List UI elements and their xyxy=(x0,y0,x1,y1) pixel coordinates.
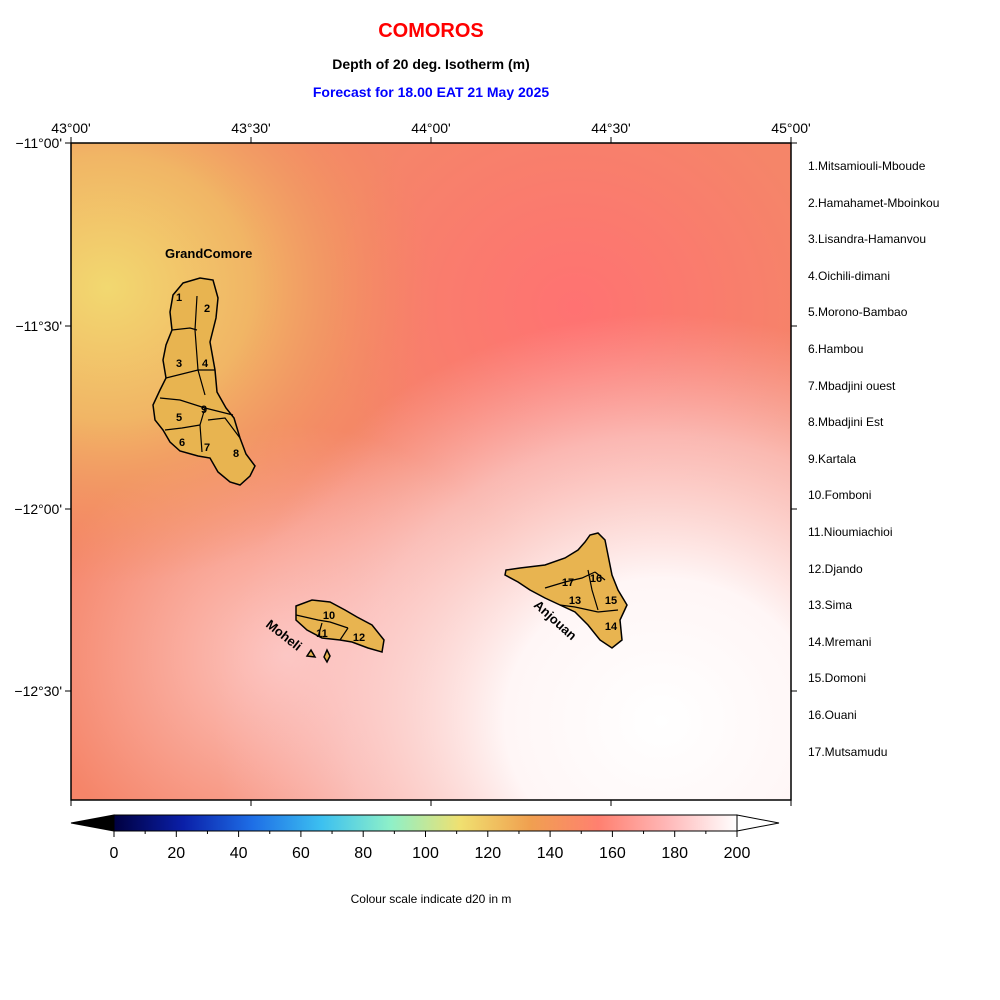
colorbar: 0 20 40 60 80 100 120 140 160 180 200 xyxy=(70,814,780,862)
district-number-15: 15 xyxy=(605,595,617,607)
colorbar-tick-label: 120 xyxy=(474,845,501,862)
district-number-8: 8 xyxy=(233,448,239,460)
legend-item: 16.Ouani xyxy=(808,707,857,722)
forecast-line: Forecast for 18.00 EAT 21 May 2025 xyxy=(312,84,550,100)
island-label-grande-comore: GrandComore xyxy=(165,246,252,261)
legend-item: 10.Fomboni xyxy=(808,488,872,503)
district-number-4: 4 xyxy=(202,358,209,370)
colorbar-tick-label: 160 xyxy=(599,845,626,862)
lon-label-44-00: 44°00' xyxy=(411,120,450,136)
colorbar-tick-label: 0 xyxy=(110,845,119,862)
latitude-axis xyxy=(65,142,797,692)
legend-item: 14.Mremani xyxy=(808,634,872,649)
legend-item: 8.Mbadjini Est xyxy=(808,415,884,430)
legend-item: 12.Djando xyxy=(808,561,863,576)
colorbar-tick-label: 180 xyxy=(661,845,688,862)
legend-item: 5.Morono-Bambao xyxy=(808,305,908,320)
map-title: COMOROS xyxy=(378,20,484,42)
district-number-11: 11 xyxy=(316,628,328,640)
district-number-2: 2 xyxy=(204,303,210,315)
colorbar-tick-label: 100 xyxy=(412,845,439,862)
colorbar-gradient xyxy=(113,814,738,832)
legend-item: 4.Oichili-dimani xyxy=(808,268,891,283)
district-number-17: 17 xyxy=(562,577,574,589)
district-number-9: 9 xyxy=(201,404,207,416)
legend-item: 9.Kartala xyxy=(808,451,857,466)
map-subtitle: Depth of 20 deg. Isotherm (m) xyxy=(332,56,530,72)
colorbar-tick-label: 200 xyxy=(724,845,751,862)
lon-label-45-00: 45°00' xyxy=(771,120,810,136)
lat-label-12-00: −12°00' xyxy=(14,501,62,517)
district-number-10: 10 xyxy=(323,610,335,622)
island-anjouan xyxy=(504,532,628,649)
lat-label-11-30: −11°30' xyxy=(15,318,62,334)
district-number-1: 1 xyxy=(176,292,182,304)
lon-label-43-30: 43°30' xyxy=(231,120,270,136)
district-number-7: 7 xyxy=(204,442,210,454)
legend-item: 13.Sima xyxy=(808,598,853,613)
legend-item: 2.Hamahamet-Mboinkou xyxy=(808,195,940,210)
district-number-6: 6 xyxy=(179,437,185,449)
district-number-14: 14 xyxy=(605,621,618,633)
colorbar-caption: Colour scale indicate d20 in m xyxy=(350,892,512,906)
legend-item: 11.Nioumiachioi xyxy=(808,524,893,539)
district-number-labels: 1 2 3 4 5 6 7 8 9 10 11 12 13 14 15 16 1… xyxy=(176,292,618,644)
lat-label-12-30: −12°30' xyxy=(14,683,62,699)
colorbar-tick-label: 60 xyxy=(292,845,310,862)
colorbar-high-arrow xyxy=(736,814,780,832)
lat-label-11-00: −11°00' xyxy=(15,135,62,151)
colorbar-tick-label: 140 xyxy=(537,845,564,862)
legend-item: 17.Mutsamudu xyxy=(808,744,888,759)
lon-label-43-00: 43°00' xyxy=(51,120,90,136)
legend-item: 3.Lisandra-Hamanvou xyxy=(808,232,927,247)
legend-item: 1.Mitsamiouli-Mboude xyxy=(808,159,926,173)
island-moheli xyxy=(295,599,385,664)
colorbar-tick-label: 40 xyxy=(230,845,248,862)
legend-item: 15.Domoni xyxy=(808,671,867,686)
district-number-13: 13 xyxy=(569,595,581,607)
district-number-16: 16 xyxy=(590,573,602,585)
district-number-5: 5 xyxy=(176,412,182,424)
island-grande-comore xyxy=(152,277,256,486)
d20-field xyxy=(71,143,791,800)
district-number-12: 12 xyxy=(353,632,365,644)
legend-item: 7.Mbadjini ouest xyxy=(808,378,896,393)
district-legend: 1.Mitsamiouli-Mboude 2.Hamahamet-Mboinko… xyxy=(808,158,939,780)
colorbar-low-arrow xyxy=(70,814,115,832)
colorbar-tick-label: 20 xyxy=(167,845,185,862)
lon-label-44-30: 44°30' xyxy=(591,120,630,136)
legend-item: 6.Hambou xyxy=(808,341,864,356)
longitude-axis xyxy=(70,137,792,806)
colorbar-tick-label: 80 xyxy=(354,845,372,862)
district-number-3: 3 xyxy=(176,358,182,370)
